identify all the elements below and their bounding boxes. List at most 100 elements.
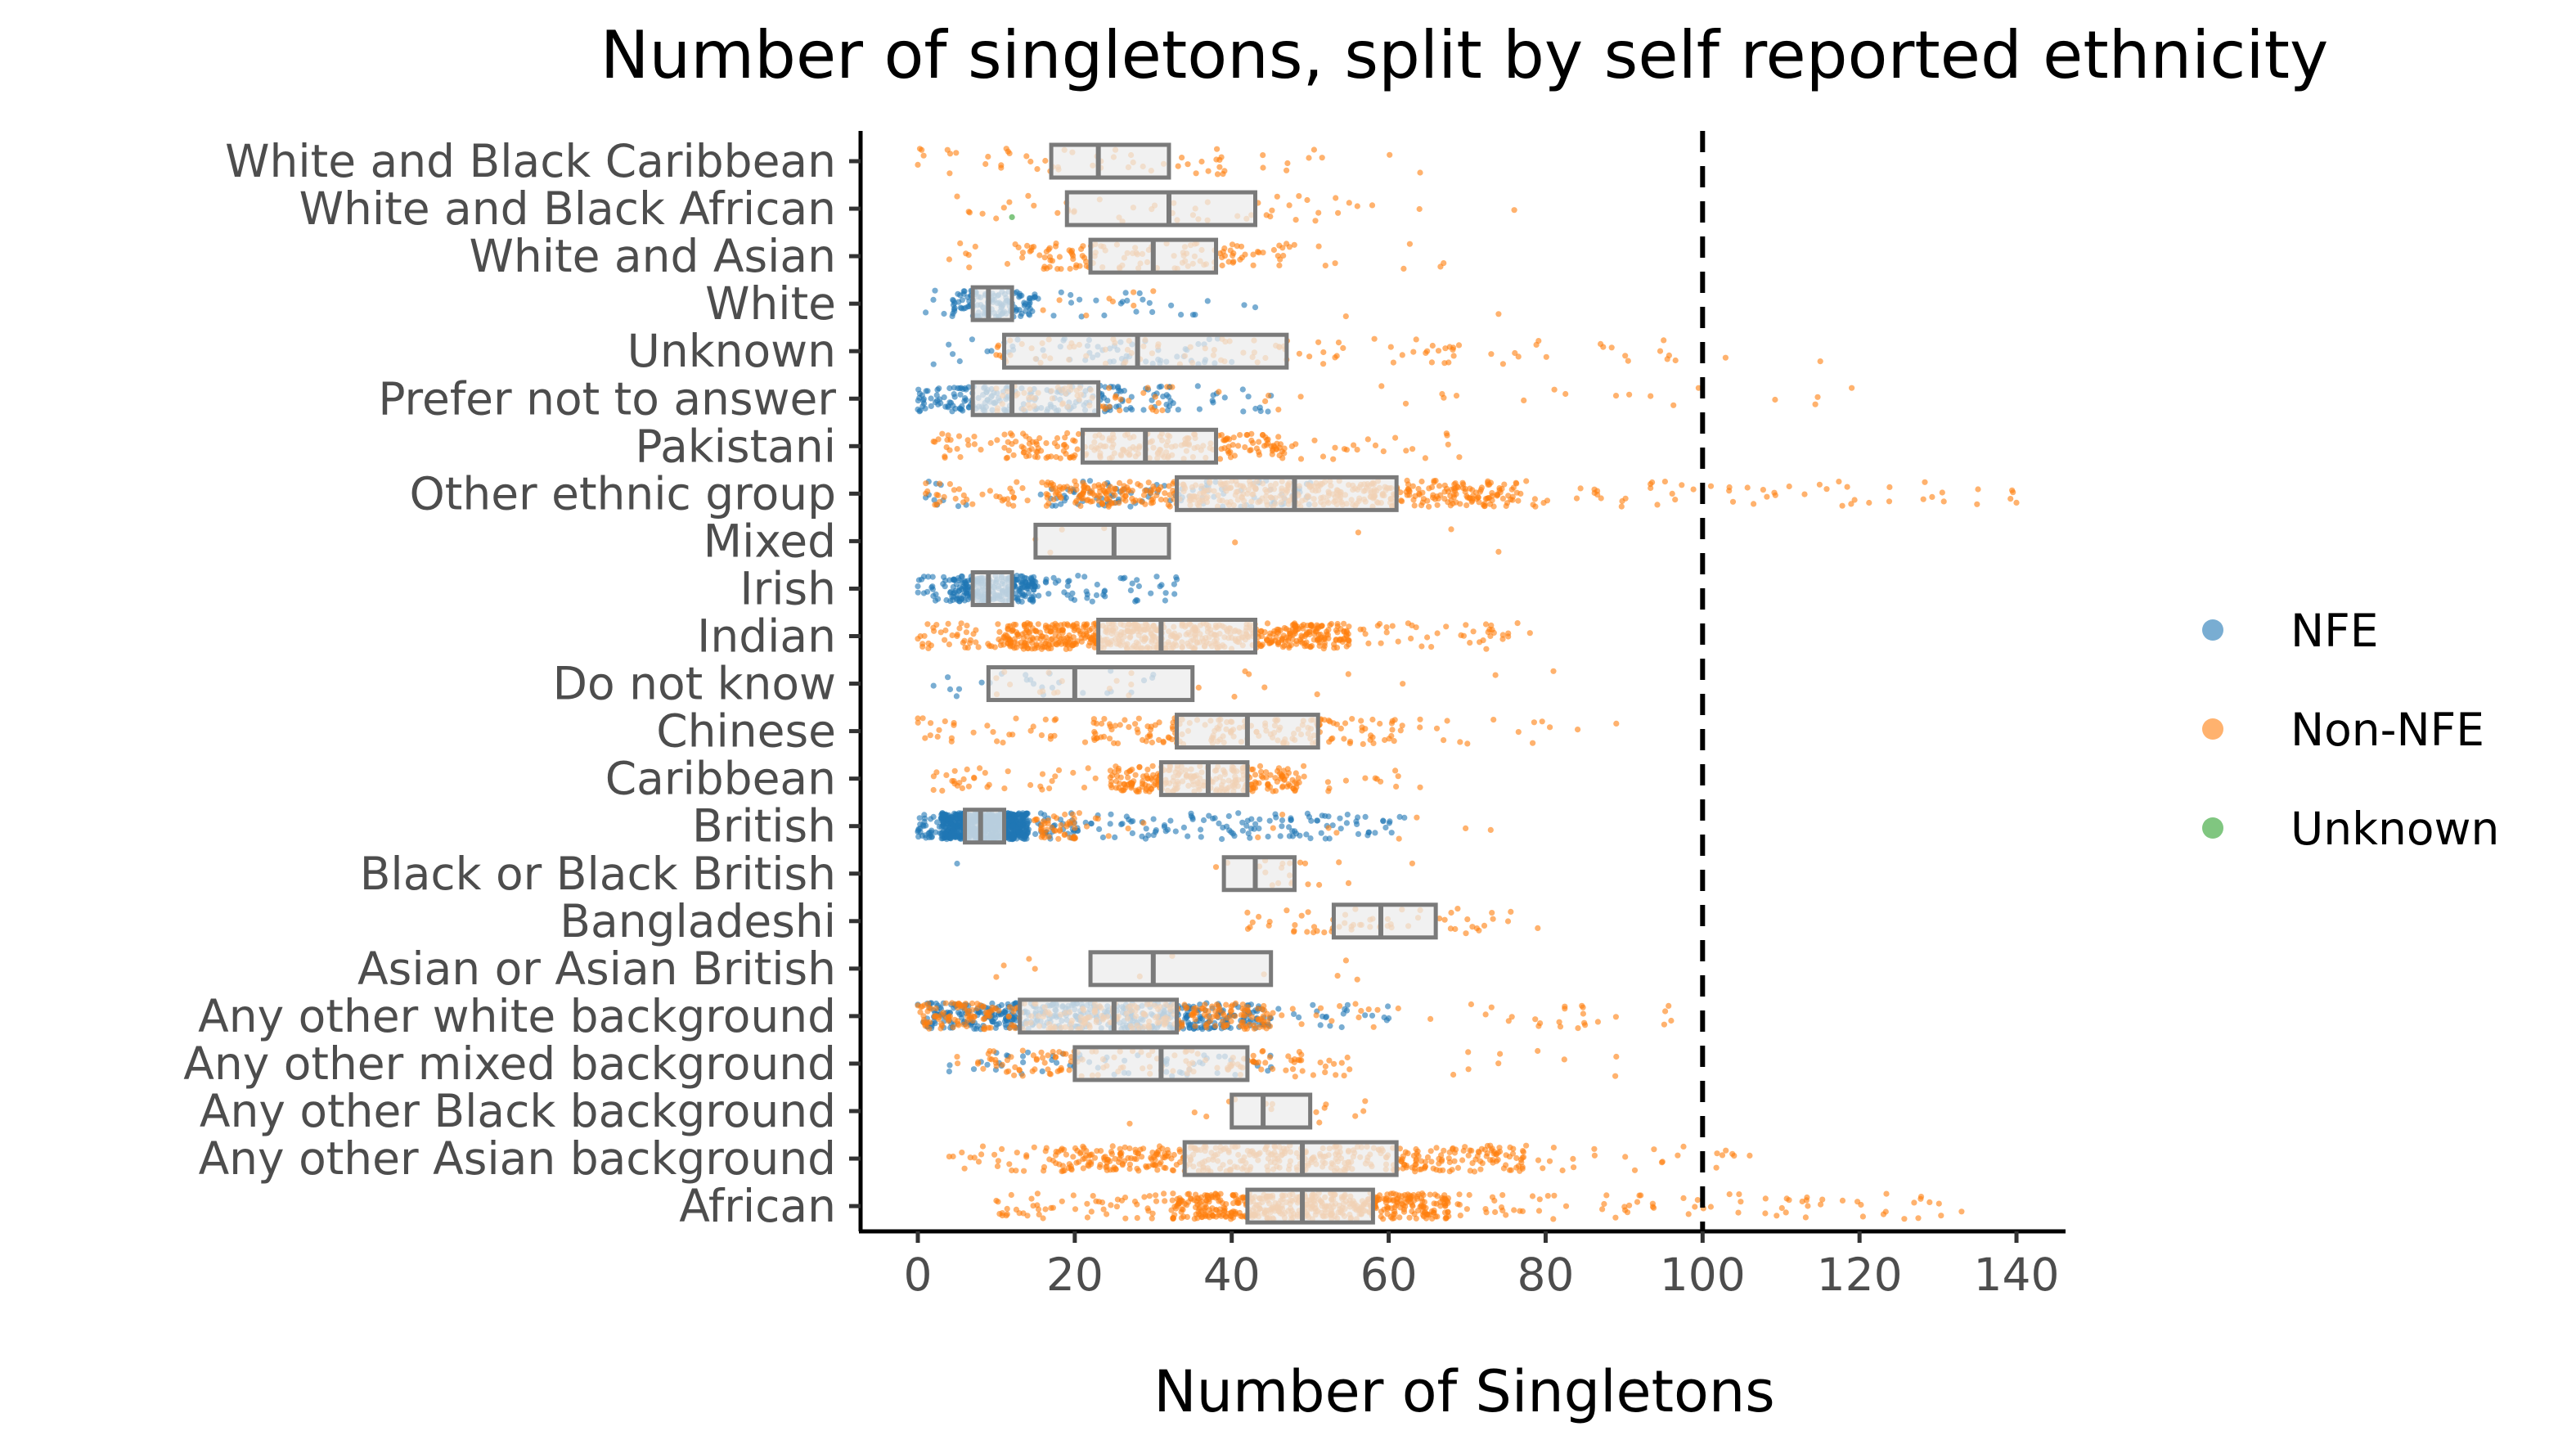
data-point <box>1495 548 1502 556</box>
data-point <box>1839 502 1845 509</box>
data-point <box>1111 769 1118 776</box>
data-point <box>1320 361 1327 367</box>
data-point <box>986 781 992 788</box>
data-point <box>1275 1006 1282 1012</box>
data-point <box>1485 478 1491 484</box>
data-point <box>1744 484 1751 491</box>
data-point <box>1031 587 1037 593</box>
data-point <box>1330 456 1337 462</box>
data-point <box>1027 727 1034 734</box>
data-point <box>1179 155 1185 161</box>
data-point <box>1531 719 1537 726</box>
data-point <box>1008 817 1014 824</box>
data-point <box>1504 918 1512 925</box>
data-point <box>1028 446 1035 452</box>
data-point <box>1336 859 1342 866</box>
data-point <box>1342 720 1349 727</box>
data-point <box>1540 500 1547 506</box>
data-point <box>1395 773 1401 780</box>
data-point <box>1170 480 1176 487</box>
data-point <box>1267 214 1274 220</box>
data-point <box>1403 488 1409 495</box>
data-point <box>1125 774 1131 781</box>
data-point <box>1023 153 1030 160</box>
data-point <box>1450 494 1457 501</box>
data-point <box>1385 1003 1391 1010</box>
data-point <box>1515 497 1522 504</box>
data-point <box>1013 439 1019 445</box>
data-point <box>954 193 960 200</box>
data-point <box>1464 740 1471 747</box>
data-point <box>1418 643 1425 650</box>
data-point <box>954 632 960 640</box>
data-point <box>1454 906 1461 912</box>
data-point <box>2010 489 2016 496</box>
data-point <box>1030 723 1036 730</box>
data-point <box>1109 298 1116 305</box>
data-point <box>1007 485 1014 492</box>
data-point <box>1148 404 1154 411</box>
data-point <box>1467 640 1473 646</box>
data-point <box>1010 494 1017 501</box>
data-point <box>1116 387 1122 394</box>
data-point <box>1333 195 1339 201</box>
data-point <box>1230 434 1237 441</box>
data-point <box>1844 484 1850 490</box>
data-point <box>945 432 951 439</box>
data-point <box>1306 155 1312 161</box>
data-point <box>1279 812 1286 818</box>
data-point <box>1270 246 1277 254</box>
data-point <box>1477 639 1483 646</box>
data-point <box>999 497 1005 504</box>
data-point <box>932 287 938 294</box>
data-point <box>1013 715 1019 722</box>
data-point <box>1292 622 1298 628</box>
data-point <box>1027 781 1034 789</box>
data-point <box>1562 390 1569 398</box>
data-point <box>1515 729 1522 736</box>
data-point <box>1237 256 1243 263</box>
data-point <box>1244 909 1251 916</box>
data-point <box>961 398 968 404</box>
data-point <box>1426 503 1432 510</box>
data-point <box>1159 407 1166 414</box>
data-point <box>1153 574 1160 580</box>
data-point <box>1145 783 1152 790</box>
data-point <box>1168 302 1175 308</box>
data-point <box>1136 290 1143 296</box>
data-point <box>1508 908 1514 915</box>
data-point <box>1205 168 1212 174</box>
data-point <box>946 385 953 392</box>
data-point <box>923 309 929 316</box>
data-point <box>1786 483 1792 490</box>
data-point <box>916 815 923 821</box>
data-point <box>919 146 925 153</box>
data-point <box>1264 620 1271 627</box>
data-point <box>1849 385 1855 391</box>
data-point <box>1034 454 1041 461</box>
data-point <box>1150 288 1157 295</box>
data-point <box>1337 826 1344 832</box>
data-point <box>1281 445 1288 452</box>
data-point <box>928 816 934 822</box>
data-point <box>1071 627 1077 634</box>
data-point <box>1225 812 1232 820</box>
data-point <box>1072 499 1079 506</box>
data-point <box>1482 621 1490 628</box>
data-point <box>1161 822 1168 829</box>
data-point <box>1162 597 1168 604</box>
data-point <box>1019 485 1026 492</box>
data-point <box>1019 254 1026 261</box>
data-point <box>1365 640 1372 647</box>
data-point <box>1148 488 1154 494</box>
data-point <box>1129 780 1135 786</box>
data-point <box>1084 595 1090 601</box>
data-point <box>1301 641 1308 647</box>
data-point <box>1392 767 1399 774</box>
data-point <box>1378 640 1384 646</box>
data-point <box>1032 830 1039 838</box>
data-point <box>1096 826 1103 833</box>
data-point <box>1092 775 1099 781</box>
data-point <box>1335 209 1342 216</box>
data-point <box>973 1025 980 1032</box>
